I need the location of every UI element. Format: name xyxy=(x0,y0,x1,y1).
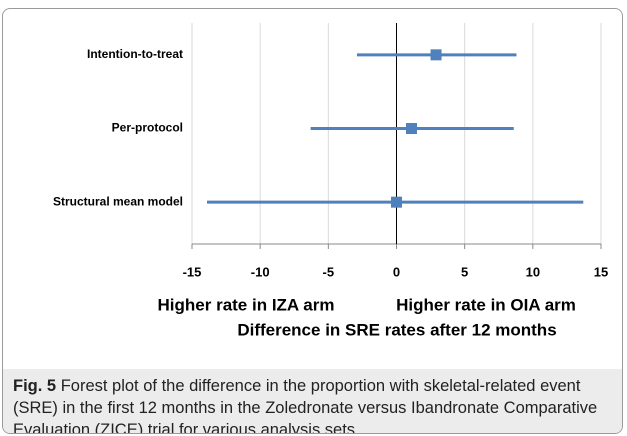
right-label: Higher rate in OIA arm xyxy=(396,295,576,314)
x-tick-label: 10 xyxy=(526,264,540,279)
left-label: Higher rate in IZA arm xyxy=(158,295,335,314)
caption-text: Forest plot of the difference in the pro… xyxy=(13,377,598,434)
category-label: Structural mean model xyxy=(53,194,183,208)
figure: Higher rate in IZA arm Higher rate in OI… xyxy=(2,8,623,434)
x-tick-label: -10 xyxy=(251,264,270,279)
point-estimate xyxy=(391,196,402,208)
caption: Fig. 5 Forest plot of the difference in … xyxy=(3,369,622,434)
x-tick-label: 5 xyxy=(461,264,468,279)
point-estimate xyxy=(405,123,417,134)
category-label: Per-protocol xyxy=(112,121,183,135)
chart: Higher rate in IZA arm Higher rate in OI… xyxy=(53,23,608,339)
x-tick-label: -5 xyxy=(323,264,335,279)
category-label: Intention-to-treat xyxy=(87,47,183,61)
x-tick-label: 15 xyxy=(594,264,608,279)
caption-label: Fig. 5 xyxy=(13,377,57,395)
x-tick-label: 0 xyxy=(393,264,400,279)
x-axis-title: Difference in SRE rates after 12 months xyxy=(237,320,556,339)
point-estimate xyxy=(430,49,442,61)
x-tick-label: -15 xyxy=(183,264,202,279)
